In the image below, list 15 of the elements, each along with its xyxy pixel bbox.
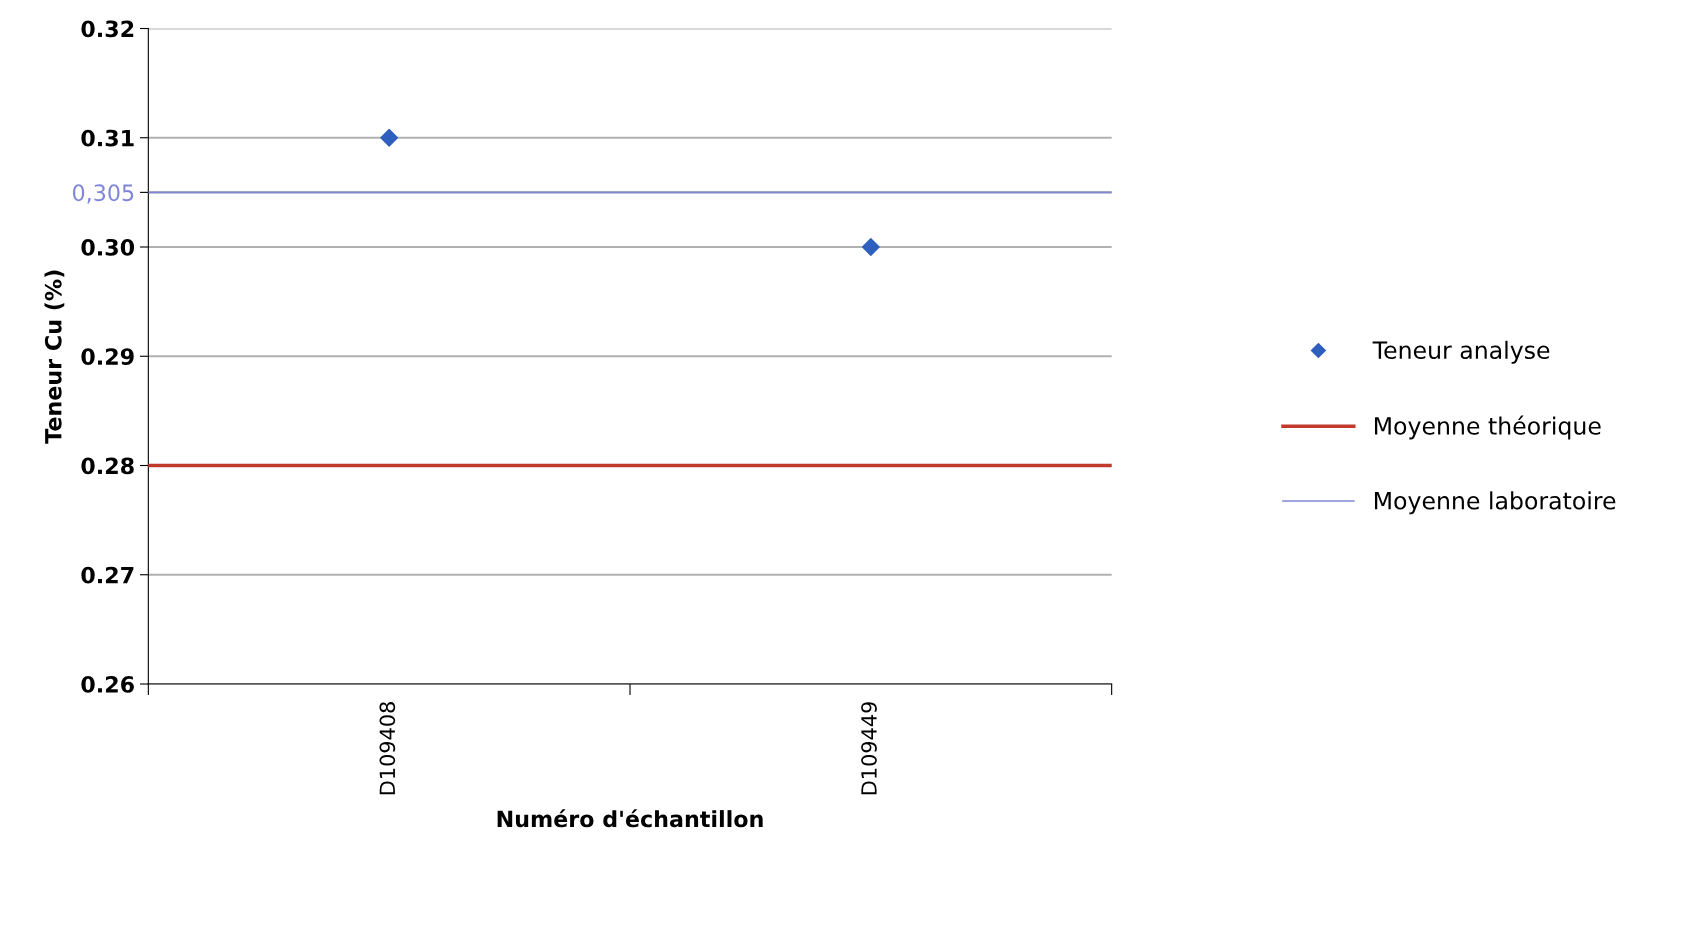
x-tick-label: D109449	[861, 702, 877, 795]
y-tick-label: 0.27	[81, 566, 134, 584]
y-tick-label: 0.31	[81, 129, 134, 147]
x-axis-title: Numéro d'échantillon	[497, 809, 763, 828]
y-tick-label: 0.30	[81, 238, 135, 256]
legend-label: Teneur analyse	[1372, 340, 1550, 364]
x-tick-label: D109408	[379, 702, 396, 795]
legend-label: Moyenne laboratoire	[1374, 491, 1616, 515]
y-tick-label: 0,305	[72, 184, 134, 204]
y-tick-label: 0.32	[81, 20, 134, 38]
y-axis-title: Teneur Cu (%)	[44, 270, 65, 444]
y-tick-label: 0.26	[81, 675, 134, 693]
legend-label: Moyenne théorique	[1374, 415, 1601, 440]
y-tick-label: 0.28	[81, 457, 134, 475]
y-tick-label: 0.29	[81, 348, 134, 366]
